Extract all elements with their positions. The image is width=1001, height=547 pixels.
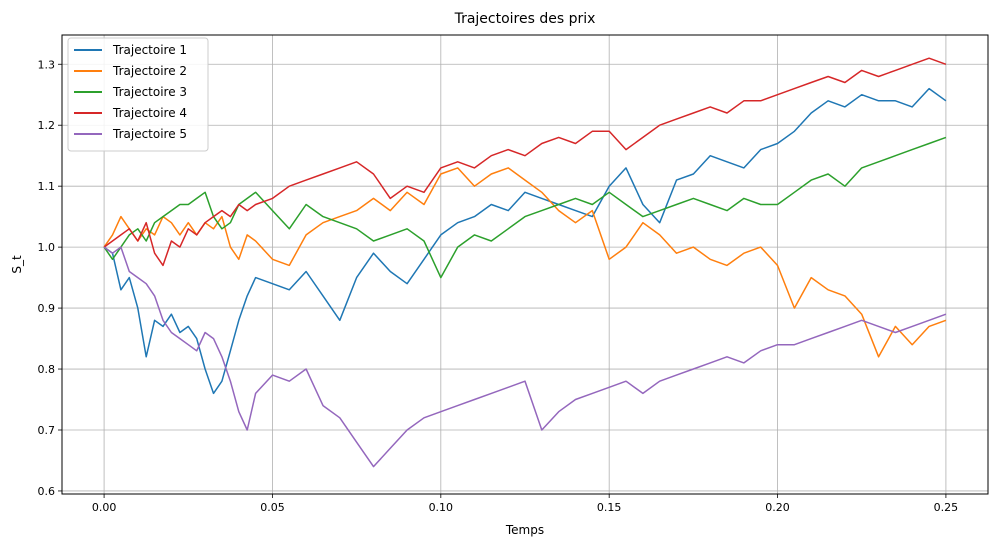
y-axis-ticks: 0.6 0.7 0.8 0.9 1.0 1.1 1.2 1.3 xyxy=(38,58,62,498)
y-tick-label: 0.7 xyxy=(38,424,56,437)
chart-title: Trajectoires des prix xyxy=(454,11,596,27)
y-tick-label: 0.8 xyxy=(38,363,56,376)
series-lines xyxy=(103,57,947,468)
x-tick-label: 0.15 xyxy=(597,501,622,514)
legend-entry: Trajectoire 4 xyxy=(112,106,187,120)
legend-entry: Trajectoire 3 xyxy=(112,85,187,99)
y-tick-label: 1.1 xyxy=(38,180,56,193)
y-tick-label: 1.0 xyxy=(38,241,56,254)
x-tick-label: 0.20 xyxy=(765,501,790,514)
legend-box xyxy=(67,37,209,152)
series-line-4 xyxy=(103,57,947,267)
y-tick-label: 0.6 xyxy=(38,485,56,498)
series-line-1 xyxy=(103,87,947,395)
y-tick-label: 0.9 xyxy=(38,302,56,315)
y-tick-label: 1.2 xyxy=(38,119,56,132)
x-axis-ticks: 0.00 0.05 0.10 0.15 0.20 0.25 xyxy=(92,494,958,514)
series-line-3 xyxy=(103,136,947,279)
x-tick-label: 0.05 xyxy=(260,501,285,514)
x-axis-label: Temps xyxy=(505,523,544,537)
y-tick-label: 1.3 xyxy=(38,58,56,71)
gridlines xyxy=(62,35,988,494)
plot-frame xyxy=(61,34,989,495)
legend: Trajectoire 1 Trajectoire 2 Trajectoire 3 T… xyxy=(67,37,209,152)
x-tick-label: 0.25 xyxy=(934,501,959,514)
x-tick-label: 0.10 xyxy=(429,501,454,514)
legend-entry: Trajectoire 5 xyxy=(112,127,187,141)
legend-entry: Trajectoire 1 xyxy=(112,43,187,57)
y-axis-label: S_t xyxy=(10,255,24,274)
legend-entry: Trajectoire 2 xyxy=(112,64,187,78)
series-line-2 xyxy=(103,167,947,358)
x-tick-label: 0.00 xyxy=(92,501,117,514)
series-line-5 xyxy=(103,246,947,468)
